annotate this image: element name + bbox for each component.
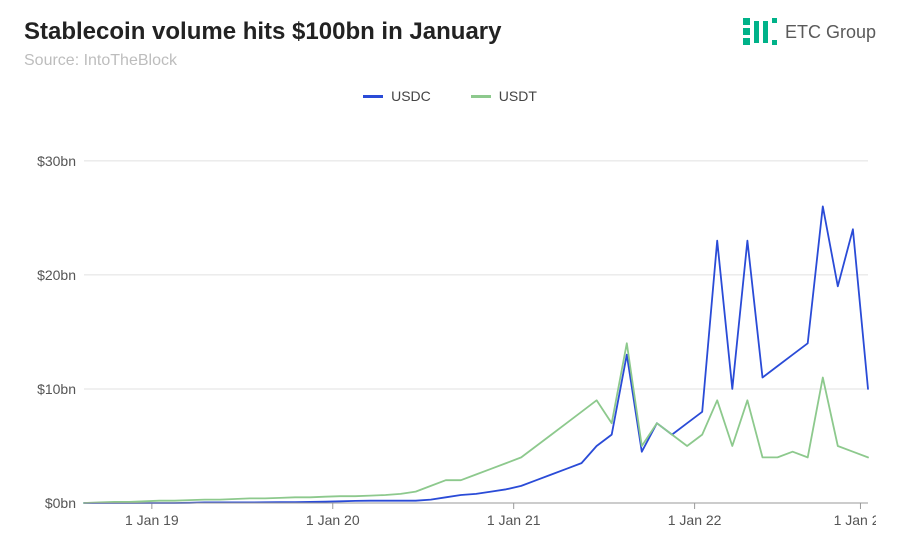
legend-swatch-usdt — [471, 95, 491, 98]
chart-title: Stablecoin volume hits $100bn in January — [24, 18, 501, 46]
line-chart: $0bn $10bn $20bn $30bn 1 Jan 19 1 Jan 20 1 Jan… — [24, 130, 876, 533]
brand-label: ETC Group — [785, 22, 876, 43]
chart-subtitle: Source: IntoTheBlock — [24, 52, 501, 70]
title-block: Stablecoin volume hits $100bn in January… — [24, 18, 501, 70]
svg-text:1 Jan 22: 1 Jan 22 — [668, 512, 722, 528]
legend-label-usdt: USDT — [499, 88, 537, 104]
svg-text:$20bn: $20bn — [37, 267, 76, 283]
chart-container: Stablecoin volume hits $100bn in January… — [0, 0, 900, 557]
legend-item-usdc: USDC — [363, 88, 431, 104]
brand: ETC Group — [743, 18, 876, 46]
svg-text:$30bn: $30bn — [37, 153, 76, 169]
svg-text:1 Jan 21: 1 Jan 21 — [487, 512, 541, 528]
svg-text:$0bn: $0bn — [45, 495, 76, 511]
legend-item-usdt: USDT — [471, 88, 537, 104]
svg-text:1 Jan 19: 1 Jan 19 — [125, 512, 179, 528]
svg-text:$10bn: $10bn — [37, 381, 76, 397]
header: Stablecoin volume hits $100bn in January… — [24, 18, 876, 70]
legend-swatch-usdc — [363, 95, 383, 98]
svg-text:1 Jan 23: 1 Jan 23 — [834, 512, 876, 528]
etc-logo-icon — [743, 18, 777, 46]
chart-area: $0bn $10bn $20bn $30bn 1 Jan 19 1 Jan 20 1 Jan… — [24, 130, 876, 533]
legend-label-usdc: USDC — [391, 88, 431, 104]
svg-text:1 Jan 20: 1 Jan 20 — [306, 512, 360, 528]
legend: USDC USDT — [24, 88, 876, 104]
